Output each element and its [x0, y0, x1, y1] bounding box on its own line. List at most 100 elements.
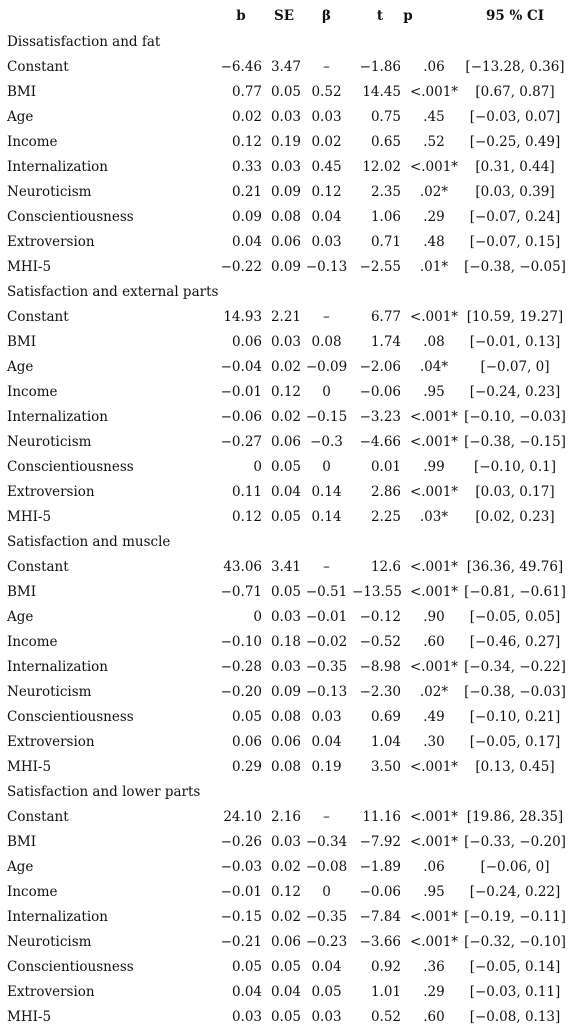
predictor-name: BMI [7, 334, 37, 350]
cell-se: 0.09 [270, 684, 301, 700]
cell-t: 0.01 [370, 459, 401, 475]
table-row: Age 0.02 0.03 0.03 0.75 .45 [−0.03, 0.07] [0, 105, 573, 130]
predictor-name: BMI [7, 84, 37, 100]
section-title: Satisfaction and muscle [7, 534, 171, 550]
cell-se: 3.41 [270, 559, 301, 575]
cell-t: −1.86 [359, 59, 401, 75]
table-row: Extroversion 0.04 0.06 0.03 0.71 .48 [−0.07, 0… [0, 230, 573, 255]
cell-ci: [0.03, 0.17] [475, 484, 555, 500]
section-heading: Satisfaction and lower parts [0, 780, 573, 805]
cell-p: .60 [423, 634, 445, 650]
cell-t: 1.74 [370, 334, 401, 350]
predictor-name: MHI-5 [7, 1009, 52, 1025]
cell-b: 0.03 [231, 1009, 262, 1025]
cell-b: 0.05 [231, 959, 262, 975]
cell-p: .02* [419, 184, 449, 200]
table-row: Age −0.04 0.02 −0.09 −2.06 .04* [−0.07, 0] [0, 355, 573, 380]
cell-p: .52 [423, 134, 445, 150]
cell-ci: [−0.07, 0] [480, 359, 550, 375]
cell-b: −0.20 [220, 684, 262, 700]
cell-beta: 0.45 [311, 159, 342, 175]
cell-se: 0.09 [270, 184, 301, 200]
cell-p: .01* [419, 259, 449, 275]
cell-beta: 0.05 [311, 984, 342, 1000]
header-se: SE [273, 8, 295, 24]
cell-b: −0.10 [220, 634, 262, 650]
cell-b: −0.04 [220, 359, 262, 375]
cell-b: 0.04 [231, 984, 262, 1000]
cell-se: 0.06 [270, 734, 301, 750]
cell-se: 2.21 [270, 309, 301, 325]
cell-se: 0.02 [270, 359, 301, 375]
cell-t: −13.55 [352, 584, 402, 600]
cell-ci: [0.67, 0.87] [475, 84, 555, 100]
cell-ci: [−0.24, 0.23] [469, 384, 561, 400]
cell-beta: 0.52 [311, 84, 342, 100]
cell-t: 0.71 [370, 234, 401, 250]
predictor-name: Income [7, 384, 58, 400]
predictor-name: Conscientiousness [7, 209, 134, 225]
cell-beta: 0.14 [311, 484, 342, 500]
cell-p: <.001* [409, 559, 459, 575]
cell-beta: 0 [322, 459, 331, 475]
cell-p: <.001* [409, 484, 459, 500]
cell-t: 2.25 [370, 509, 401, 525]
cell-p: .06 [423, 59, 445, 75]
table-row: Conscientiousness 0.05 0.08 0.03 0.69 .49 [−0.… [0, 705, 573, 730]
table-row: Extroversion 0.04 0.04 0.05 1.01 .29 [−0.03, 0… [0, 980, 573, 1005]
cell-p: <.001* [409, 309, 459, 325]
cell-p: <.001* [409, 834, 459, 850]
cell-se: 0.03 [270, 109, 301, 125]
cell-t: 0.69 [370, 709, 401, 725]
cell-beta: −0.01 [305, 609, 348, 625]
cell-beta: 0 [322, 384, 331, 400]
cell-t: −8.98 [359, 659, 401, 675]
predictor-name: Internalization [7, 659, 108, 675]
cell-ci: [36.36, 49.76] [466, 559, 564, 575]
cell-beta: −0.09 [305, 359, 348, 375]
cell-ci: [−0.33, −0.20] [464, 834, 566, 850]
cell-se: 0.08 [270, 759, 301, 775]
predictor-name: Income [7, 134, 58, 150]
cell-t: −7.84 [359, 909, 401, 925]
cell-ci: [−0.24, 0.22] [469, 884, 561, 900]
cell-p: <.001* [409, 434, 459, 450]
section-title: Satisfaction and lower parts [7, 784, 201, 800]
cell-ci: [0.02, 0.23] [475, 509, 555, 525]
cell-ci: [−0.10, −0.03] [464, 409, 566, 425]
cell-beta: 0.14 [311, 509, 342, 525]
cell-se: 0.02 [270, 909, 301, 925]
cell-beta: 0.03 [311, 109, 342, 125]
cell-se: 0.05 [270, 959, 301, 975]
cell-p: <.001* [409, 159, 459, 175]
cell-p: .36 [423, 959, 445, 975]
predictor-name: Extroversion [7, 984, 95, 1000]
cell-se: 0.05 [270, 584, 301, 600]
cell-beta: −0.08 [305, 859, 348, 875]
cell-ci: [−0.34, −0.22] [464, 659, 566, 675]
header-b: b [236, 8, 246, 24]
cell-se: 0.05 [270, 509, 301, 525]
cell-b: −0.28 [220, 659, 262, 675]
cell-b: −0.71 [220, 584, 262, 600]
cell-p: .49 [423, 709, 445, 725]
table-row: Age −0.03 0.02 −0.08 −1.89 .06 [−0.06, 0] [0, 855, 573, 880]
section-heading: Satisfaction and external parts [0, 280, 573, 305]
cell-t: −2.30 [359, 684, 401, 700]
cell-b: 0.09 [231, 209, 262, 225]
predictor-name: Neuroticism [7, 934, 92, 950]
cell-beta: – [323, 309, 330, 325]
predictor-name: Extroversion [7, 484, 95, 500]
cell-b: −0.26 [220, 834, 262, 850]
predictor-name: Internalization [7, 159, 108, 175]
cell-ci: [−0.10, 0.1] [474, 459, 556, 475]
predictor-name: Neuroticism [7, 684, 92, 700]
cell-ci: [0.31, 0.44] [475, 159, 555, 175]
cell-p: .60 [423, 1009, 445, 1025]
cell-ci: [−0.19, −0.11] [464, 909, 566, 925]
cell-p: .08 [423, 334, 445, 350]
cell-se: 0.08 [270, 709, 301, 725]
header-p: p [403, 8, 413, 24]
cell-b: 0.06 [231, 734, 262, 750]
predictor-name: Conscientiousness [7, 459, 134, 475]
